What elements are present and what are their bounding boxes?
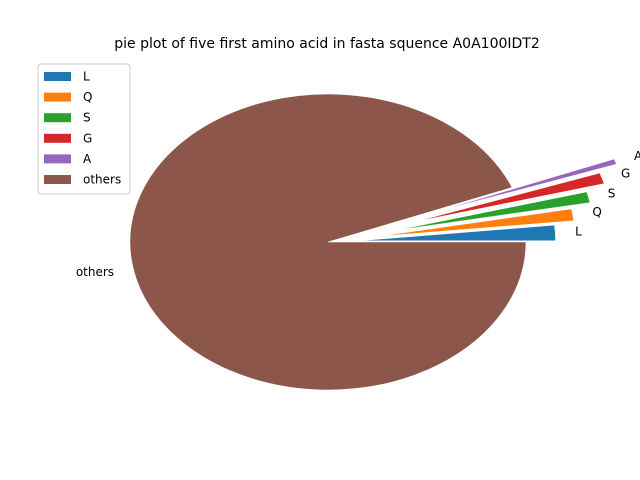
legend-label-S: S (83, 111, 91, 125)
pie-label-A: A (634, 149, 640, 163)
legend-swatch-A (44, 154, 71, 164)
pie-label-others: others (76, 265, 114, 279)
legend-swatch-S (44, 113, 71, 123)
legend-label-Q: Q (83, 90, 92, 104)
pie-label-L: L (575, 225, 582, 239)
pie-slice-A (429, 158, 618, 214)
chart-title: pie plot of five first amino acid in fas… (114, 36, 540, 52)
pie-slice-G (413, 172, 605, 223)
legend-swatch-Q (44, 92, 71, 102)
pie-slice-Q (376, 208, 575, 237)
legend-label-others: others (83, 173, 121, 187)
pie-label-G: G (621, 166, 630, 180)
legend-swatch-L (44, 72, 71, 81)
legend-swatch-others (44, 175, 71, 184)
pie-slice-L (357, 224, 556, 242)
pie-slice-S (395, 191, 591, 231)
pie-label-Q: Q (592, 205, 601, 219)
legend-swatch-G (44, 133, 71, 143)
legend-label-L: L (83, 70, 90, 84)
pie-slice-others (129, 93, 527, 391)
pie-label-S: S (608, 186, 616, 200)
legend-label-A: A (83, 152, 92, 166)
legend-label-G: G (83, 131, 92, 145)
pie-slices (129, 93, 618, 391)
